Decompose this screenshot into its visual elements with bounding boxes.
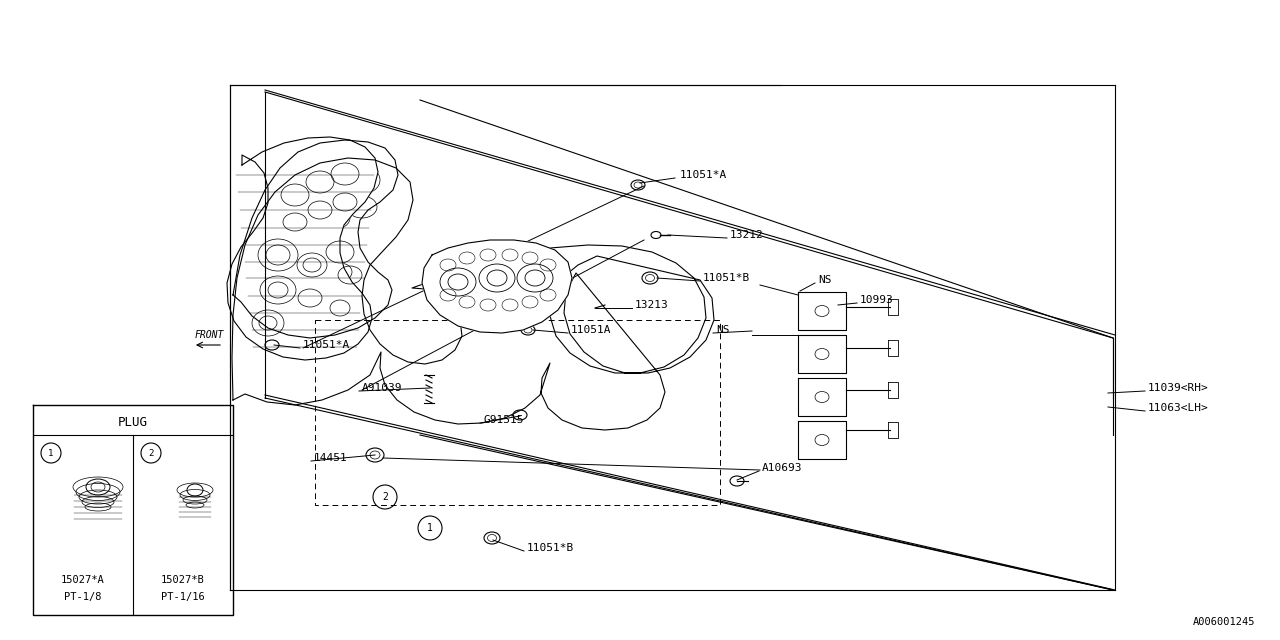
Text: 14451: 14451 [314, 453, 348, 463]
Text: 11039<RH>: 11039<RH> [1148, 383, 1208, 393]
Text: 1: 1 [428, 523, 433, 533]
Text: 13212: 13212 [730, 230, 764, 240]
Text: NS: NS [716, 325, 730, 335]
Text: 11051A: 11051A [571, 325, 612, 335]
Text: 10993: 10993 [860, 295, 893, 305]
Text: PT-1/16: PT-1/16 [161, 592, 205, 602]
Text: 11063<LH>: 11063<LH> [1148, 403, 1208, 413]
Text: 11051*A: 11051*A [303, 340, 351, 350]
Text: 2: 2 [148, 449, 154, 458]
Polygon shape [227, 137, 378, 360]
Text: 13213: 13213 [635, 300, 668, 310]
Text: A91039: A91039 [362, 383, 402, 393]
Text: A10693: A10693 [762, 463, 803, 473]
Text: 11051*A: 11051*A [680, 170, 727, 180]
Text: 15027*B: 15027*B [161, 575, 205, 585]
Text: 11051*B: 11051*B [527, 543, 575, 553]
Text: FRONT: FRONT [195, 330, 224, 340]
Polygon shape [232, 158, 714, 430]
Text: 11051*B: 11051*B [703, 273, 750, 283]
Text: 15027*A: 15027*A [61, 575, 105, 585]
Text: 1: 1 [49, 449, 54, 458]
Polygon shape [422, 240, 572, 333]
Text: NS: NS [818, 275, 832, 285]
Text: PT-1/8: PT-1/8 [64, 592, 101, 602]
Text: G91515: G91515 [483, 415, 524, 425]
Text: 2: 2 [381, 492, 388, 502]
Text: A006001245: A006001245 [1193, 617, 1254, 627]
Text: PLUG: PLUG [118, 417, 148, 429]
